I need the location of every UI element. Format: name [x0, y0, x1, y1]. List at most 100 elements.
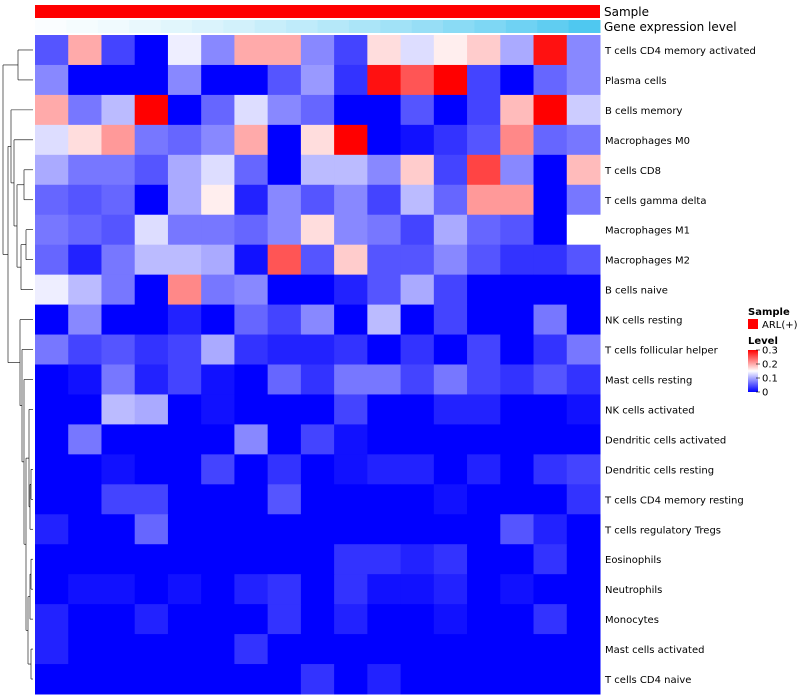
heatmap-cell — [300, 574, 335, 605]
heatmap-cell — [300, 94, 335, 126]
heatmap-cell — [500, 454, 535, 485]
heatmap-cell — [234, 454, 269, 485]
heatmap-cell — [267, 304, 302, 336]
heatmap-cell — [533, 334, 568, 365]
heatmap-cell — [267, 154, 302, 186]
heatmap-cell — [400, 424, 435, 455]
heatmap-cell — [68, 94, 102, 126]
row-label: T cells CD4 memory resting — [604, 495, 744, 506]
heatmap-cell — [134, 35, 169, 66]
row-label: Plasma cells — [605, 76, 667, 87]
row-label: T cells regulatory Tregs — [604, 525, 721, 536]
heatmap-cell — [367, 64, 402, 96]
heatmap-cell — [533, 454, 568, 485]
gene-expression-cell — [35, 20, 67, 33]
heatmap-cell — [367, 35, 402, 66]
heatmap-cell — [533, 35, 568, 66]
gene-expression-cell — [348, 20, 381, 33]
heatmap-cell — [400, 574, 435, 605]
heatmap-cell — [467, 424, 501, 455]
heatmap-cell — [533, 664, 568, 695]
heatmap-cell — [101, 64, 136, 96]
heatmap-cell — [134, 454, 169, 485]
heatmap-cell — [201, 274, 235, 306]
heatmap-cell — [367, 124, 402, 156]
heatmap-cell — [68, 334, 102, 365]
heatmap-cell — [433, 484, 468, 515]
heatmap-cell — [267, 184, 302, 216]
heatmap-cell — [566, 634, 601, 665]
heatmap-cell — [167, 454, 202, 485]
heatmap-cell — [267, 514, 302, 545]
heatmap-cell — [367, 214, 402, 246]
heatmap-cell — [467, 484, 501, 515]
gene-expression-cell — [254, 20, 287, 33]
heatmap-cell — [167, 64, 202, 96]
heatmap-cell — [566, 604, 601, 635]
heatmap-cell — [367, 574, 402, 605]
heatmap-cell — [201, 604, 235, 635]
heatmap-cell — [68, 664, 102, 695]
heatmap-cell — [400, 154, 435, 186]
heatmap-cell — [566, 514, 601, 545]
heatmap-cell — [533, 574, 568, 605]
heatmap-cell — [433, 304, 468, 336]
heatmap-cell — [533, 214, 568, 246]
heatmap-cell — [500, 94, 535, 126]
heatmap-cell — [300, 394, 335, 425]
heatmap-cell — [201, 634, 235, 665]
heatmap-cell — [167, 664, 202, 695]
heatmap-cell — [68, 394, 102, 425]
heatmap-cell — [234, 394, 269, 425]
heatmap-cell — [201, 35, 235, 66]
heatmap-cell — [267, 484, 302, 515]
heatmap-cell — [267, 35, 302, 66]
heatmap-cell — [134, 664, 169, 695]
heatmap-cell — [35, 154, 69, 186]
heatmap-cell — [400, 634, 435, 665]
heatmap-cell — [201, 424, 235, 455]
heatmap-cell — [267, 244, 302, 276]
row-label: Monocytes — [605, 615, 659, 626]
heatmap-cell — [334, 334, 368, 365]
heatmap-cell — [134, 274, 169, 306]
heatmap-cell — [101, 364, 136, 395]
heatmap-cell — [201, 484, 235, 515]
heatmap-cell — [566, 664, 601, 695]
heatmap-cell — [201, 64, 235, 96]
heatmap-cell — [101, 124, 136, 156]
heatmap-cell — [500, 244, 535, 276]
heatmap-cell — [334, 35, 368, 66]
heatmap-cell — [234, 634, 269, 665]
heatmap-cell — [367, 244, 402, 276]
heatmap-cell — [533, 274, 568, 306]
heatmap-cell — [367, 544, 402, 575]
heatmap-cell — [467, 154, 501, 186]
heatmap-cell — [500, 484, 535, 515]
heatmap-cell — [300, 274, 335, 306]
heatmap-cell — [433, 634, 468, 665]
heatmap-cell — [500, 64, 535, 96]
heatmap-cell — [433, 214, 468, 246]
heatmap-cell — [367, 634, 402, 665]
heatmap-cell — [300, 64, 335, 96]
heatmap-cell — [68, 514, 102, 545]
heatmap-cell — [101, 574, 136, 605]
heatmap-cell — [334, 64, 368, 96]
heatmap-cell — [433, 35, 468, 66]
heatmap-cell — [334, 364, 368, 395]
heatmap-cell — [101, 484, 136, 515]
heatmap-cell — [533, 544, 568, 575]
gene-expression-cell — [505, 20, 538, 33]
heatmap-cell — [533, 184, 568, 216]
heatmap-cell — [467, 64, 501, 96]
heatmap-cell — [167, 634, 202, 665]
heatmap-cell — [533, 304, 568, 336]
sample-annotation-label: Sample — [604, 5, 649, 19]
heatmap-cell — [300, 184, 335, 216]
heatmap-cell — [334, 484, 368, 515]
heatmap-cell — [201, 364, 235, 395]
heatmap-cell — [267, 274, 302, 306]
heatmap-cell — [201, 544, 235, 575]
heatmap-cell — [334, 274, 368, 306]
